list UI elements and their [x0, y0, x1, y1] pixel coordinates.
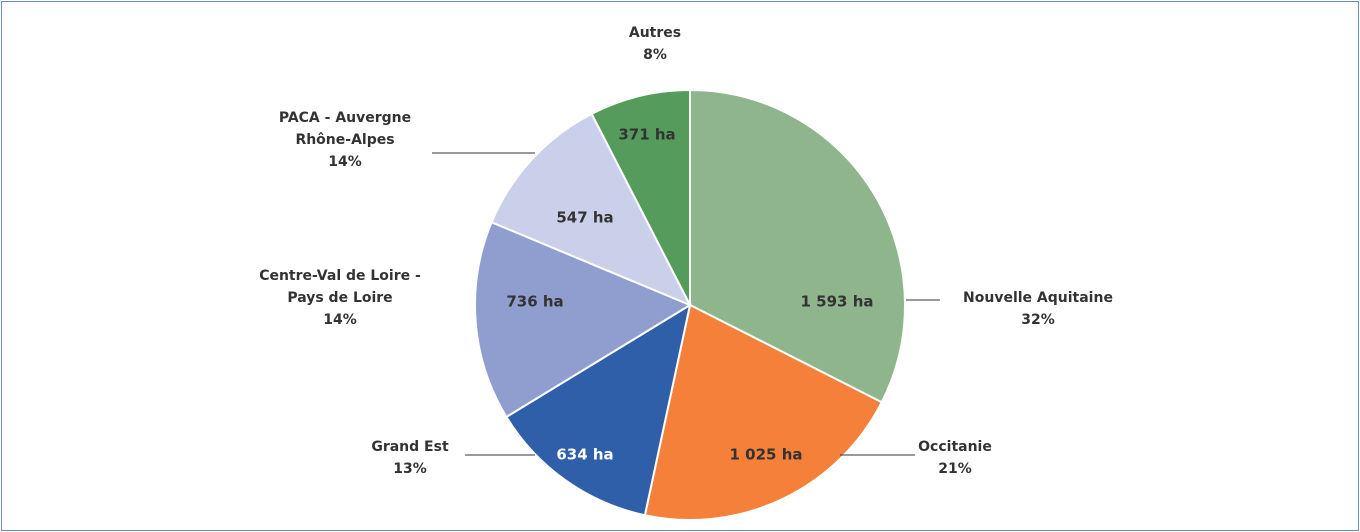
category-label: PACA - Auvergne Rhône-Alpes — [278, 110, 412, 148]
share-label: 21% — [938, 461, 972, 477]
slice-label: Nouvelle Aquitaine 32% — [928, 287, 1148, 331]
pie-slice — [474, 220, 693, 419]
pie-slice — [505, 302, 692, 517]
share-label: 14% — [328, 154, 362, 170]
slice-label: Occitanie 21% — [875, 436, 1035, 480]
category-label: Centre-Val de Loire - Pays de Loire — [259, 268, 421, 306]
slice-value-label: 1 025 ha — [730, 446, 803, 464]
slice-label: PACA - Auvergne Rhône-Alpes 14% — [265, 107, 425, 173]
category-label: Occitanie — [918, 439, 992, 455]
pie-slice — [643, 303, 884, 521]
slice-value-label: 1 593 ha — [801, 293, 874, 311]
category-label: Grand Est — [371, 439, 449, 455]
share-label: 32% — [1021, 312, 1055, 328]
slice-value-label: 736 ha — [506, 293, 563, 311]
slice-value-label: 371 ha — [618, 126, 675, 144]
share-label: 14% — [323, 312, 357, 328]
category-label: Nouvelle Aquitaine — [963, 290, 1113, 306]
slice-value-label: 634 ha — [556, 446, 613, 464]
pie-slice — [590, 88, 691, 306]
slice-label: Grand Est 13% — [330, 436, 490, 480]
share-label: 13% — [393, 461, 427, 477]
share-label: 8% — [643, 47, 667, 63]
slice-value-label: 547 ha — [556, 209, 613, 227]
category-label: Autres — [628, 25, 682, 41]
slice-label: Centre-Val de Loire - Pays de Loire 14% — [245, 265, 435, 331]
pie-slice — [689, 88, 906, 404]
slice-label: Autres 8% — [595, 22, 715, 66]
pie-slice — [490, 112, 693, 307]
